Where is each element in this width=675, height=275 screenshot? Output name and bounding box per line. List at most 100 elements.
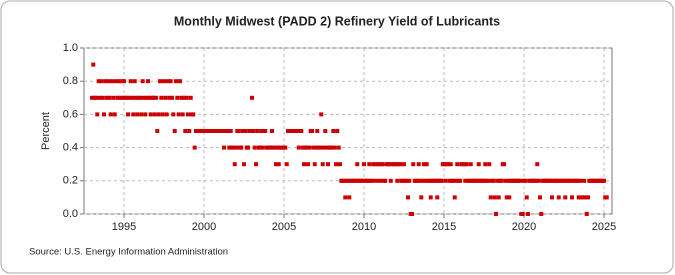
point: [335, 129, 340, 133]
point: [258, 145, 262, 150]
point: [99, 79, 104, 84]
point: [342, 178, 346, 183]
point: [576, 195, 581, 200]
point: [178, 79, 182, 84]
point: [398, 162, 402, 167]
point: [260, 145, 265, 150]
point: [186, 112, 190, 117]
point: [176, 112, 181, 117]
point: [259, 129, 264, 133]
point: [406, 195, 410, 200]
point: [227, 145, 232, 150]
point: [380, 162, 385, 167]
point: [104, 95, 109, 100]
point: [506, 178, 510, 183]
point: [586, 195, 590, 200]
point: [338, 162, 342, 167]
point: [126, 112, 130, 117]
point: [418, 178, 422, 183]
point: [346, 178, 350, 183]
point: [538, 195, 542, 200]
point: [388, 178, 393, 183]
x-tick-label: 2015: [432, 221, 456, 233]
point: [272, 145, 277, 150]
point: [111, 95, 116, 100]
point: [555, 178, 560, 183]
point: [120, 95, 125, 100]
point: [319, 112, 324, 117]
point: [347, 195, 352, 200]
point: [187, 129, 192, 133]
point: [343, 195, 348, 200]
point: [275, 145, 280, 150]
point: [318, 145, 322, 150]
point: [270, 129, 274, 133]
point: [139, 112, 144, 117]
point: [334, 162, 338, 167]
point: [326, 162, 330, 167]
point: [103, 79, 108, 84]
point: [222, 145, 226, 150]
point: [146, 79, 150, 84]
point: [166, 79, 170, 84]
point: [467, 178, 472, 183]
point: [362, 162, 366, 167]
point: [422, 162, 426, 167]
point: [164, 112, 169, 117]
point: [90, 95, 94, 100]
point: [402, 162, 406, 167]
point: [220, 129, 225, 133]
point: [228, 129, 233, 133]
point: [578, 178, 582, 183]
point: [482, 178, 486, 183]
point: [499, 178, 504, 183]
point: [602, 178, 606, 183]
point: [487, 162, 492, 167]
point: [332, 145, 337, 150]
point: [91, 62, 96, 67]
point: [394, 162, 398, 167]
point: [159, 95, 164, 100]
point: [154, 95, 158, 100]
point: [442, 162, 446, 167]
point: [94, 95, 98, 100]
point: [463, 178, 468, 183]
point: [454, 178, 458, 183]
point: [172, 129, 177, 133]
point: [475, 178, 480, 183]
point: [584, 212, 589, 216]
point: [151, 95, 156, 100]
x-tick-label: 2005: [272, 221, 296, 233]
point: [311, 145, 316, 150]
point: [243, 129, 248, 133]
point: [183, 129, 188, 133]
point: [434, 178, 438, 183]
point: [171, 112, 176, 117]
point: [486, 178, 490, 183]
point: [118, 95, 122, 100]
point: [167, 95, 172, 100]
point: [370, 178, 374, 183]
point: [276, 162, 281, 167]
point: [110, 79, 114, 84]
point: [135, 112, 140, 117]
point: [320, 162, 325, 167]
point: [383, 178, 388, 183]
point: [250, 95, 254, 100]
point: [268, 145, 273, 150]
point: [464, 162, 469, 167]
point: [507, 195, 512, 200]
point: [142, 95, 146, 100]
point: [140, 79, 145, 84]
point: [523, 178, 528, 183]
point: [144, 95, 149, 100]
point: [494, 212, 498, 216]
point: [114, 79, 118, 84]
point: [488, 195, 493, 200]
point: [583, 195, 588, 200]
point: [491, 178, 496, 183]
point: [411, 162, 416, 167]
point: [570, 195, 574, 200]
point: [427, 178, 432, 183]
point: [447, 178, 452, 183]
